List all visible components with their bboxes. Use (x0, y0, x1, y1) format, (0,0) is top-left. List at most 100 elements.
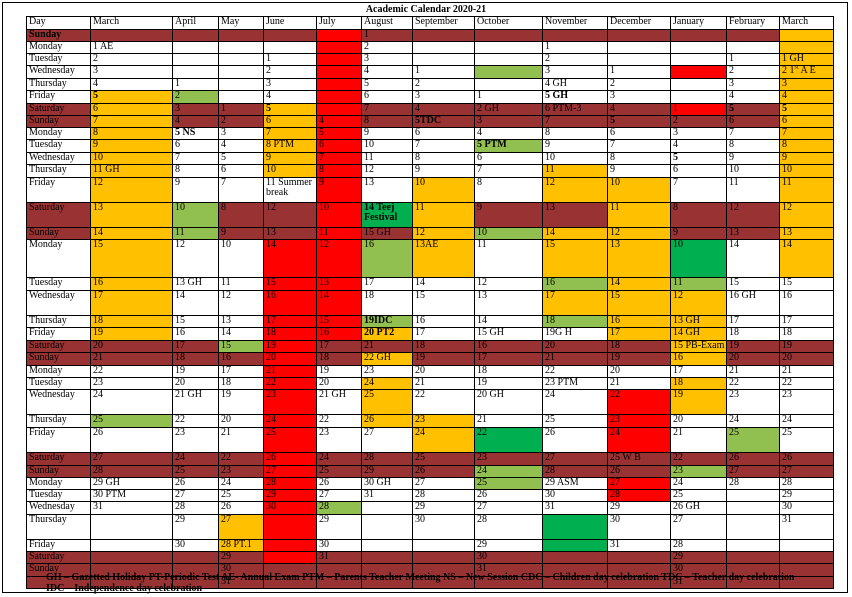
date-cell: 7 (263, 127, 317, 140)
date-cell: 28 (670, 539, 727, 552)
date-cell: 1 (607, 65, 671, 79)
date-cell: 1 (726, 53, 780, 66)
date-cell: 24 (172, 452, 219, 466)
date-cell: 23 (263, 389, 317, 415)
date-cell: 26 (361, 414, 413, 428)
date-cell: 18 (263, 327, 317, 341)
date-cell: 19 (316, 365, 362, 378)
date-cell (779, 29, 834, 42)
header-month: June (263, 16, 317, 30)
calendar-row: Wednesday 10 7 5 9 7 11 8 6 10 8 5 9 9 (26, 152, 834, 165)
date-cell: 27 (726, 465, 780, 478)
date-cell: 10 (542, 152, 608, 165)
date-cell: 21 (90, 352, 173, 366)
day-name-cell: Sunday (26, 29, 91, 42)
date-cell (474, 53, 543, 66)
date-cell (474, 65, 543, 79)
date-cell (779, 576, 834, 589)
date-cell (607, 53, 671, 66)
date-cell: 18 (474, 365, 543, 378)
date-cell (542, 539, 608, 552)
date-cell: 6 (361, 90, 413, 104)
date-cell: 11 (172, 227, 219, 240)
date-cell: 25 W B (607, 452, 671, 466)
date-cell: 22 (779, 377, 834, 390)
date-cell: 11 (726, 177, 780, 203)
header-row: Day March April May June July August September O… (26, 16, 834, 30)
date-cell (779, 551, 834, 564)
date-cell (607, 551, 671, 564)
day-name-cell: Saturday (26, 452, 91, 466)
date-cell: 31 (607, 539, 671, 552)
date-cell: 19 (263, 340, 317, 353)
date-cell: 25 (474, 477, 543, 490)
date-cell: 8 (726, 139, 780, 153)
date-cell: 25 (412, 452, 475, 466)
date-cell (412, 551, 475, 564)
date-cell: 21 GH (316, 389, 362, 415)
date-cell: 11 (474, 239, 543, 278)
date-cell: 9 (90, 139, 173, 153)
date-cell: 22 (263, 377, 317, 390)
date-cell: 11 (361, 152, 413, 165)
calendar-row: Thursday 29 27 29 30 28 30 27 31 (26, 514, 834, 540)
date-cell: 27 (316, 489, 362, 502)
day-name-cell: Saturday (26, 340, 91, 353)
calendar-row: Monday 8 5 NS 3 7 5 9 6 4 8 6 3 7 7 (26, 127, 834, 140)
date-cell: 16 (779, 290, 834, 316)
date-cell: 8 PTM (263, 139, 317, 153)
date-cell: 4 (779, 90, 834, 104)
date-cell: 6 (474, 152, 543, 165)
date-cell: 21 GH (172, 389, 219, 415)
day-name-cell: Friday (26, 90, 91, 104)
date-cell: 9 (316, 177, 362, 203)
date-cell: 7 (361, 103, 413, 116)
date-cell: 26 (218, 501, 264, 515)
date-cell: 28 (607, 489, 671, 502)
date-cell: 20 (412, 365, 475, 378)
date-cell: 29 (316, 514, 362, 540)
date-cell: 14 (263, 239, 317, 278)
date-cell: 20 (263, 352, 317, 366)
date-cell: 13AE (412, 239, 475, 278)
date-cell (670, 53, 727, 66)
date-cell: 8 (316, 164, 362, 178)
day-name-cell: Monday (26, 365, 91, 378)
date-cell: 21 (726, 365, 780, 378)
calendar-row: Friday 12 9 7 11 Summer break 9 13 10 8 12 10 7 11 11 (26, 177, 834, 203)
date-cell: 18 (670, 377, 727, 390)
date-cell: 19G H (542, 327, 608, 341)
date-cell: 26 (263, 452, 317, 466)
date-cell: 23 (412, 414, 475, 428)
date-cell: 13 (90, 202, 173, 228)
date-cell: 19 (726, 340, 780, 353)
date-cell: 31 (316, 551, 362, 564)
day-name-cell: Saturday (26, 103, 91, 116)
date-cell: 18 (172, 352, 219, 366)
date-cell: 23 (361, 365, 413, 378)
date-cell: 5 (316, 127, 362, 140)
date-cell: 2 GH (474, 103, 543, 116)
day-name-cell: Monday (26, 239, 91, 278)
header-day: Day (26, 16, 91, 30)
date-cell: 17 (542, 290, 608, 316)
date-cell (779, 41, 834, 54)
date-cell (474, 576, 543, 589)
date-cell (779, 539, 834, 552)
date-cell: 18 (90, 315, 173, 328)
date-cell: 25 (218, 489, 264, 502)
date-cell: 31 (542, 501, 608, 515)
date-cell: 19 (172, 365, 219, 378)
header-month: February (726, 16, 780, 30)
date-cell: 8 (218, 202, 264, 228)
date-cell (90, 514, 173, 540)
date-cell: 27 (542, 452, 608, 466)
date-cell (607, 576, 671, 589)
date-cell: 10 (172, 202, 219, 228)
date-cell: 2 (90, 53, 173, 66)
date-cell (474, 78, 543, 91)
calendar-row: Sunday 21 18 16 20 18 22 GH 19 17 21 19 16 20 20 (26, 352, 834, 366)
calendar-row: Thursday 25 22 20 24 22 26 23 21 25 23 20 24 24 (26, 414, 834, 428)
date-cell: 17 (316, 340, 362, 353)
date-cell: 1 (172, 78, 219, 91)
